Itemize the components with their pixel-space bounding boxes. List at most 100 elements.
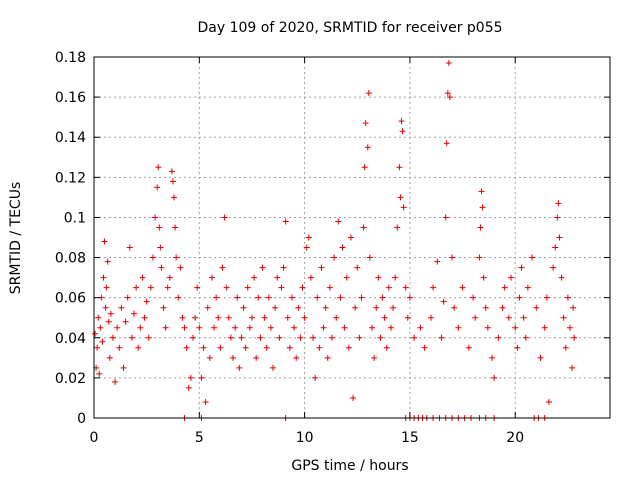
x-tick-label: 5 [195,430,204,446]
data-point [366,254,373,261]
data-point [564,294,571,301]
data-point [324,354,331,361]
data-point [162,324,169,331]
data-point [305,234,312,241]
data-point [232,324,239,331]
data-point [183,344,190,351]
data-point [211,324,218,331]
data-point [369,324,376,331]
data-point [398,118,405,125]
data-point [255,294,262,301]
data-point [364,144,371,151]
data-point [242,344,249,351]
y-tick-label: 0.12 [55,170,86,186]
data-point [189,334,196,341]
data-point [556,234,563,241]
data-point [172,224,179,231]
data-point [455,324,462,331]
data-point [168,168,175,175]
data-point [449,254,456,261]
data-point [221,214,228,221]
data-point [555,200,562,207]
data-point [143,298,150,305]
data-point [390,304,397,311]
data-point [181,324,188,331]
data-point [443,140,450,147]
data-point [291,324,298,331]
data-point [122,318,129,325]
data-point [120,364,127,371]
data-point [251,274,258,281]
data-point [171,194,178,201]
data-point [248,314,255,321]
data-point [400,204,407,211]
data-point [293,354,300,361]
data-point [177,264,184,271]
data-point [512,324,519,331]
data-point [227,334,234,341]
data-point [102,304,109,311]
data-point [179,314,186,321]
data-point [261,314,268,321]
data-point [491,374,498,381]
data-point [145,334,152,341]
data-point [322,304,329,311]
data-point [230,354,237,361]
data-point [166,274,173,281]
data-point [505,314,512,321]
data-point [105,318,112,325]
data-point [472,314,479,321]
data-point [397,194,404,201]
data-point [333,314,340,321]
data-point [399,128,406,135]
data-point [516,294,523,301]
data-point [301,314,308,321]
y-axis-label: SRMTID / TECUs [8,182,24,295]
data-point [438,334,445,341]
data-point [124,294,131,301]
data-point [112,378,119,385]
data-point [288,294,295,301]
data-point [314,294,321,301]
data-point [312,374,319,381]
y-tick-label: 0 [77,411,86,427]
data-point [331,254,338,261]
data-point [219,264,226,271]
data-point [373,304,380,311]
data-point [339,244,346,251]
x-tick-label: 20 [506,430,524,446]
data-point [545,398,552,405]
data-point [320,324,327,331]
data-point [263,344,270,351]
data-point [499,304,506,311]
data-point [361,164,368,171]
data-point [295,304,302,311]
data-point [282,218,289,225]
data-point [375,274,382,281]
data-point [270,364,277,371]
data-point [118,304,125,311]
data-point [192,314,199,321]
data-point [356,334,363,341]
data-point [158,264,165,271]
data-point [96,370,103,377]
data-point [101,238,108,245]
data-point [240,304,247,311]
data-point [253,354,260,361]
data-point [404,314,411,321]
data-point [135,344,142,351]
data-point [570,304,577,311]
data-point [213,294,220,301]
data-point [156,224,163,231]
data-point [303,244,310,251]
data-point [244,284,251,291]
data-point [280,264,287,271]
data-point [550,264,557,271]
data-point [139,274,146,281]
data-point [234,294,241,301]
data-point [94,344,101,351]
data-point [100,274,107,281]
y-tick-label: 0.1 [64,210,86,226]
data-point [479,204,486,211]
data-point [97,324,104,331]
